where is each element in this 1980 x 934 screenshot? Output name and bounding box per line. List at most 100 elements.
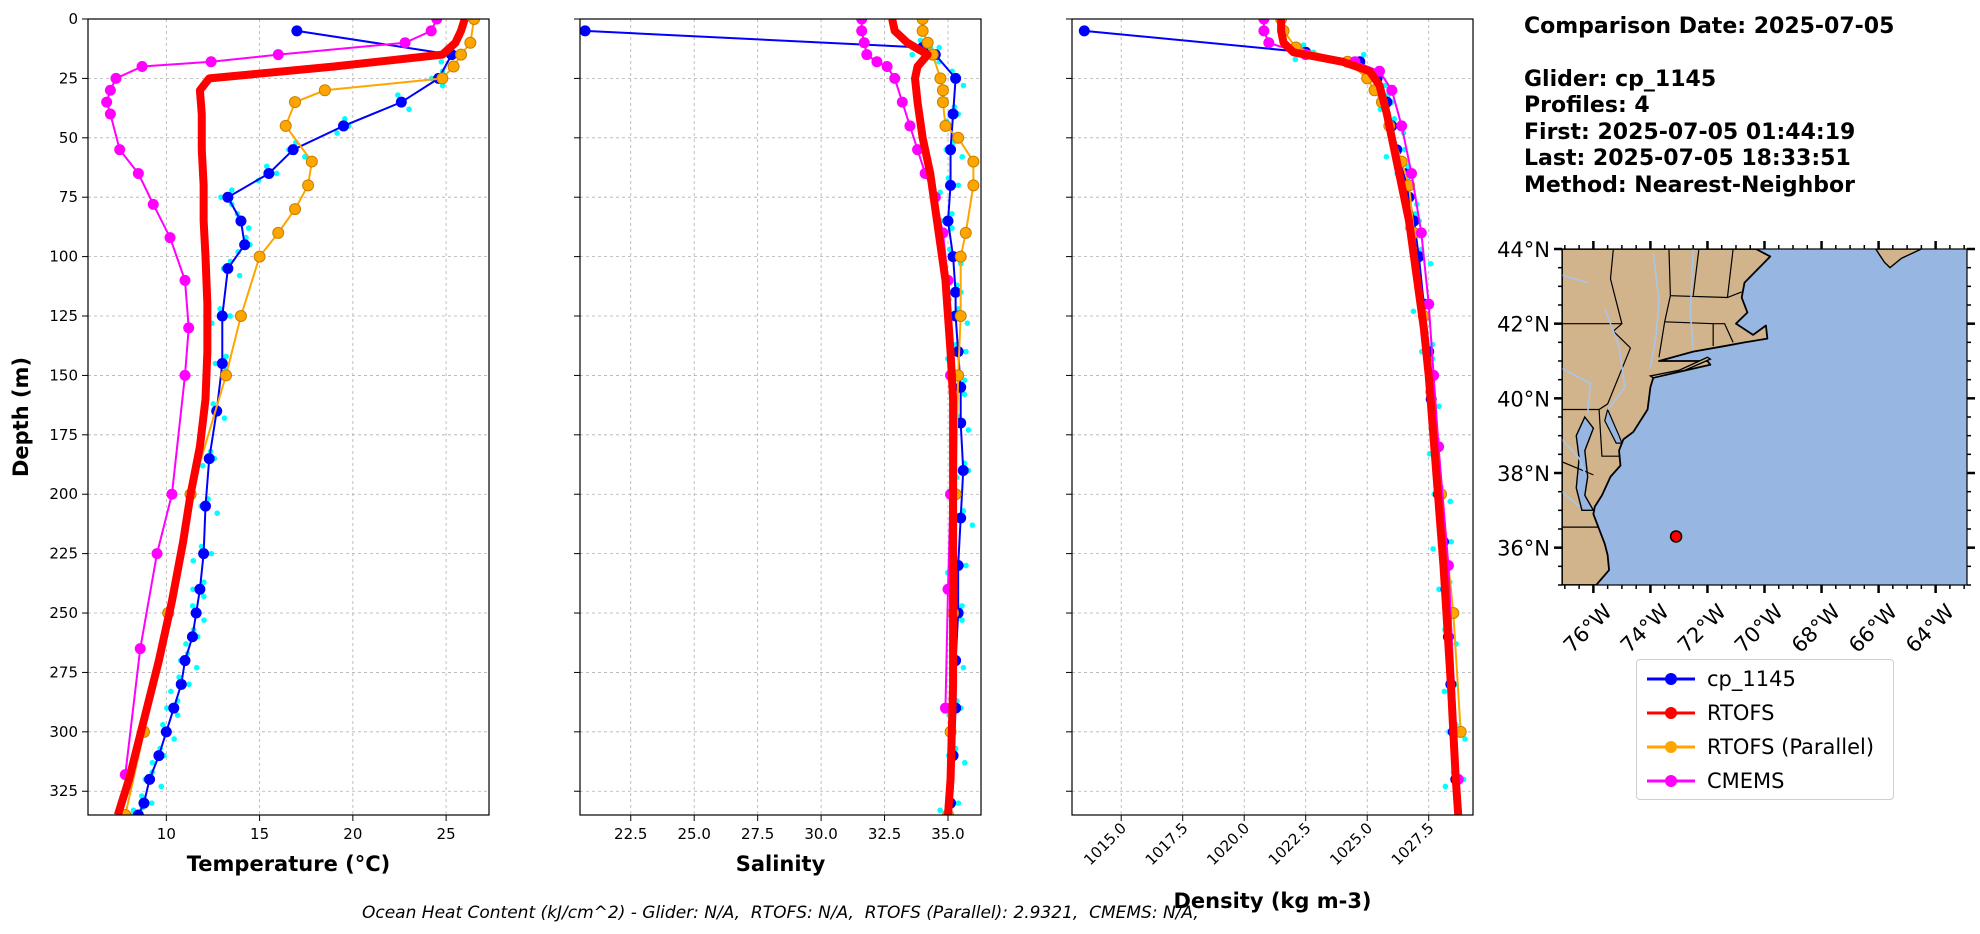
x-tick-label: 1015.0 [1080,819,1130,869]
data-point-glider [138,797,150,809]
data-point-cmems [1258,25,1270,37]
legend-item-parallel: RTOFS (Parallel) [1647,732,1874,762]
raw-glider-point [963,562,969,569]
data-point-glider [239,239,251,251]
raw-glider-point [201,617,207,623]
series-line-rtofs [114,19,469,815]
data-point-cmems [1258,19,1270,25]
y-tick-label: 300 [49,723,78,741]
raw-glider-point [960,664,967,671]
data-point-cmems [1396,120,1408,132]
data-point-parallel [220,369,233,382]
raw-glider-point [263,163,270,170]
raw-glider-point [158,783,165,790]
data-point-parallel [916,24,929,37]
raw-glider-point [959,603,965,609]
data-point-cmems [896,96,908,108]
river [1562,367,1592,414]
raw-glider-point [223,353,229,360]
x-tick-label: 15 [250,825,269,843]
data-point-parallel [289,203,302,216]
legend-label-parallel: RTOFS (Parallel) [1707,735,1875,759]
data-point-cmems [1423,298,1435,310]
data-point-cmems [856,19,868,25]
river [1562,274,1588,284]
comparison-date: Comparison Date: 2025-07-05 [1524,14,1895,39]
x-tick-label: 25 [437,825,456,843]
state-border [1658,249,1671,358]
data-point-glider [144,773,156,785]
map-lon-label: 66°W [1844,599,1902,657]
raw-glider-point [959,154,966,160]
x-tick-label: 27.5 [741,825,774,843]
data-point-glider [198,548,210,560]
raw-glider-point [395,92,401,98]
chesapeake-bay [1575,415,1595,512]
raw-glider-point [342,115,348,122]
raw-glider-points [1292,42,1468,790]
raw-glider-point [201,593,207,600]
data-point-glider [291,25,303,37]
data-point-glider [580,25,591,37]
ocean-heat-content-footer: Ocean Heat Content (kJ/cm^2) - Glider: N… [362,903,1199,923]
legend-marker-cmems [1647,775,1695,787]
map-lon-label: 64°W [1901,599,1959,657]
data-point-parallel [234,310,247,323]
river [1649,252,1660,369]
raw-glider-point [193,664,200,671]
series-glider [132,25,458,815]
x-tick-label: 1017.5 [1142,819,1192,869]
raw-glider-point [909,51,916,58]
data-point-parallel [302,179,315,192]
series-rtofs [1277,19,1463,815]
data-point-parallel [954,250,967,263]
state-border [1562,461,1594,476]
series-rtofs [888,19,958,815]
legend: cp_1145 RTOFS RTOFS (Parallel) CMEMS [1636,659,1894,800]
river [1689,249,1694,350]
legend-item-rtofs: RTOFS [1647,698,1774,728]
raw-glider-point [168,688,174,695]
data-point-glider [153,750,165,762]
raw-glider-point [1441,688,1448,695]
river [1562,438,1586,474]
raw-glider-point [148,800,155,806]
temperature-panel: 0 25 50 75 100 125 150 175 200 225 250 275 300 325 10 1… [9,10,490,876]
map-lon-label: 70°W [1730,599,1788,657]
x-tick-label: 1025.0 [1326,819,1376,869]
x-axis-label: Temperature (°C) [187,852,390,876]
raw-glider-point [217,306,223,312]
raw-glider-point [961,759,968,766]
data-point-parallel [279,119,292,132]
x-axis-label: Salinity [736,852,826,876]
raw-glider-point [334,130,340,136]
raw-glider-point [1436,586,1442,593]
legend-marker-parallel [1647,741,1695,753]
data-point-cmems [179,369,191,381]
raw-glider-point [959,617,965,623]
raw-glider-point [1442,783,1449,790]
raw-glider-point [214,510,220,517]
y-tick-label: 125 [49,307,78,325]
data-point-glider [190,607,202,619]
raw-glider-point [961,391,968,398]
river [1604,308,1626,411]
raw-glider-point [149,759,156,766]
series-cmems [856,19,957,714]
data-point-parallel [959,226,972,239]
data-point-cmems [1386,84,1398,96]
legend-item-cmems: CMEMS [1647,766,1785,796]
legend-marker-rtofs [1647,707,1695,719]
raw-glider-point [218,194,224,201]
glider-position-marker [1669,530,1683,543]
raw-glider-point [171,736,177,742]
raw-glider-point [210,401,217,407]
axes-frame [87,18,490,816]
raw-glider-point [965,427,972,433]
raw-glider-point [201,579,207,585]
state-border [1598,409,1621,457]
raw-glider-point [964,320,971,326]
raw-glider-point [955,800,962,806]
state-border [1692,249,1700,296]
raw-glider-point [955,182,962,189]
